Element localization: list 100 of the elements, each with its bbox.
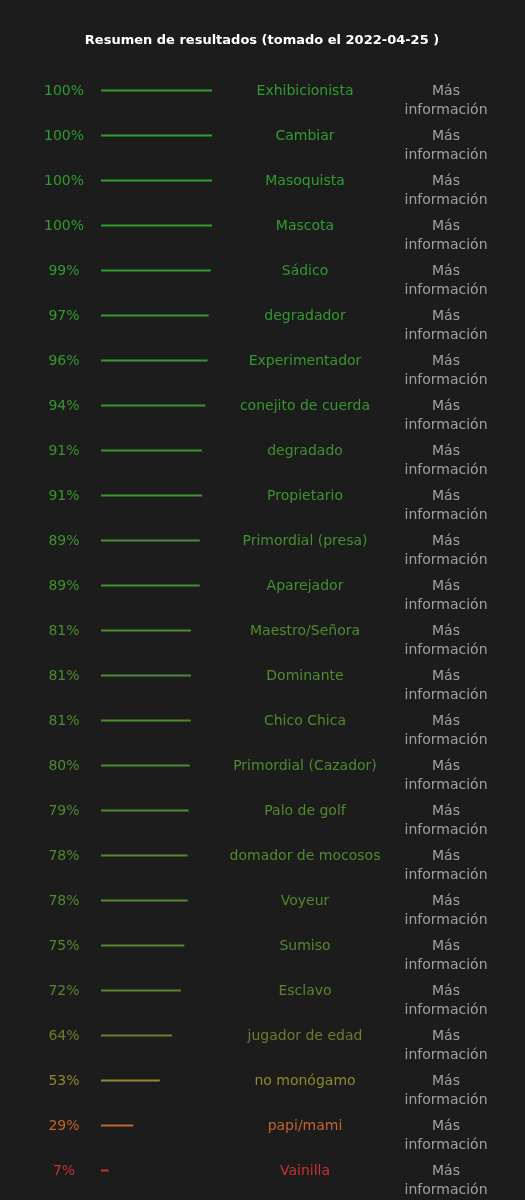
bar bbox=[101, 404, 206, 407]
bar bbox=[101, 989, 181, 992]
data-label: 100% bbox=[43, 171, 85, 188]
y-tick-label: Palo de golf bbox=[264, 801, 347, 818]
text: Más información bbox=[404, 351, 488, 387]
text: Más información bbox=[404, 1116, 488, 1152]
data-label: 75% bbox=[48, 936, 80, 953]
bar bbox=[101, 629, 191, 632]
bar bbox=[101, 224, 212, 227]
text: Más información bbox=[404, 576, 488, 612]
y-tick-label: Esclavo bbox=[278, 981, 332, 998]
text: Más información bbox=[404, 396, 488, 432]
data-label: 89% bbox=[48, 576, 80, 593]
bar bbox=[101, 179, 212, 182]
data-label: 96% bbox=[48, 351, 80, 368]
y-tick-label: Masoquista bbox=[265, 171, 345, 188]
bar bbox=[101, 1124, 134, 1127]
text: Más información bbox=[404, 666, 488, 702]
y-tick-label: Mascota bbox=[275, 216, 335, 233]
y-tick-label: Primordial (Cazador) bbox=[233, 756, 377, 773]
y-tick-label: Aparejador bbox=[266, 576, 344, 593]
data-label: 7% bbox=[52, 1161, 76, 1178]
bar bbox=[101, 89, 212, 92]
text: Más información bbox=[404, 846, 488, 882]
data-label: 100% bbox=[43, 126, 85, 143]
data-label: 78% bbox=[48, 891, 80, 908]
data-label: 100% bbox=[43, 81, 85, 98]
data-label: 80% bbox=[48, 756, 80, 773]
text: Más información bbox=[404, 261, 488, 297]
data-label: 29% bbox=[48, 1116, 80, 1133]
text: Más información bbox=[404, 1161, 488, 1197]
bar bbox=[101, 314, 209, 317]
text: Más información bbox=[404, 1071, 488, 1107]
data-label: 78% bbox=[48, 846, 80, 863]
text: Más información bbox=[404, 891, 488, 927]
bar bbox=[101, 269, 211, 272]
bar bbox=[101, 1034, 173, 1037]
bar bbox=[101, 449, 203, 452]
bar bbox=[101, 539, 200, 542]
y-tick-label: Maestro/Señora bbox=[249, 621, 361, 638]
y-tick-label: degradado bbox=[267, 441, 343, 458]
text: Más información bbox=[404, 216, 488, 252]
y-tick-label: Voyeur bbox=[280, 891, 330, 908]
bar bbox=[101, 1169, 109, 1172]
data-label: 81% bbox=[48, 621, 80, 638]
y-tick-label: Cambiar bbox=[275, 126, 335, 143]
text: Más información bbox=[404, 81, 488, 117]
text: Más información bbox=[404, 981, 488, 1017]
text: Más información bbox=[404, 621, 488, 657]
y-tick-label: domador de mocosos bbox=[229, 846, 381, 863]
text: Más información bbox=[404, 711, 488, 747]
data-label: 64% bbox=[48, 1026, 80, 1043]
bar bbox=[101, 359, 208, 362]
bar bbox=[101, 854, 188, 857]
y-tick-label: Sumiso bbox=[279, 936, 331, 953]
text: Más información bbox=[404, 126, 488, 162]
data-label: 99% bbox=[48, 261, 80, 278]
text: Más información bbox=[404, 171, 488, 207]
bar bbox=[101, 899, 188, 902]
bar bbox=[101, 764, 190, 767]
y-tick-label: Sádico bbox=[281, 261, 329, 278]
data-label: 94% bbox=[48, 396, 80, 413]
bar bbox=[101, 719, 191, 722]
text: Más información bbox=[404, 441, 488, 477]
text: Más información bbox=[404, 306, 488, 342]
y-tick-label: jugador de edad bbox=[246, 1026, 363, 1043]
text: Más información bbox=[404, 531, 488, 567]
bar bbox=[101, 944, 185, 947]
y-tick-label: Propietario bbox=[267, 486, 343, 503]
bar bbox=[101, 584, 200, 587]
y-tick-label: degradador bbox=[264, 306, 346, 323]
data-label: 81% bbox=[48, 711, 80, 728]
y-tick-label: conejito de cuerda bbox=[239, 396, 371, 413]
text: Más información bbox=[404, 756, 488, 792]
data-label: 91% bbox=[48, 486, 80, 503]
text: Más información bbox=[404, 801, 488, 837]
data-label: 89% bbox=[48, 531, 80, 548]
y-tick-label: Exhibicionista bbox=[256, 81, 354, 98]
text: Más información bbox=[404, 1026, 488, 1062]
bar bbox=[101, 494, 203, 497]
y-tick-label: Experimentador bbox=[248, 351, 362, 368]
y-tick-label: Primordial (presa) bbox=[242, 531, 368, 548]
data-label: 100% bbox=[43, 216, 85, 233]
data-label: 97% bbox=[48, 306, 80, 323]
bar bbox=[101, 134, 212, 137]
y-tick-label: Chico Chica bbox=[263, 711, 347, 728]
data-label: 53% bbox=[48, 1071, 80, 1088]
bar bbox=[101, 674, 191, 677]
text: Más información bbox=[404, 486, 488, 522]
data-label: 91% bbox=[48, 441, 80, 458]
y-tick-label: no monógamo bbox=[254, 1071, 356, 1088]
y-tick-label: Vainilla bbox=[279, 1161, 331, 1178]
y-tick-label: Dominante bbox=[266, 666, 344, 683]
text: Resumen de resultados (tomado el 2022-04-25 ) bbox=[84, 32, 440, 47]
data-label: 72% bbox=[48, 981, 80, 998]
y-tick-label: papi/mami bbox=[267, 1116, 343, 1133]
bar bbox=[101, 1079, 160, 1082]
bar bbox=[101, 809, 189, 812]
data-label: 81% bbox=[48, 666, 80, 683]
text: Más información bbox=[404, 936, 488, 972]
